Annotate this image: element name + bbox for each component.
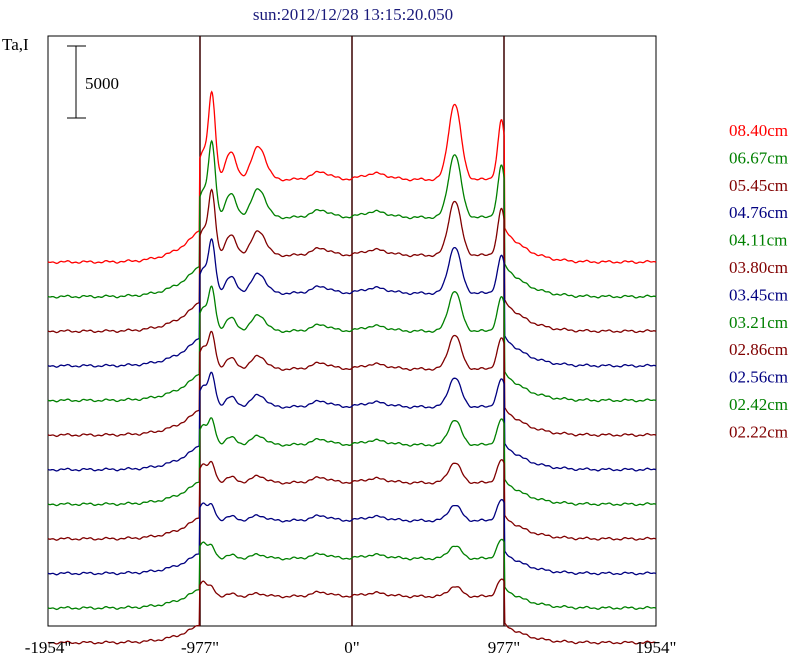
series-line-02.56cm	[47, 498, 657, 576]
series-line-04.11cm	[47, 285, 657, 403]
legend-entry-5: 03.80cm	[729, 258, 788, 277]
series-line-08.40cm	[47, 90, 657, 265]
legend-entry-4: 04.11cm	[729, 231, 787, 250]
legend-entry-10: 02.42cm	[729, 395, 788, 414]
legend-entry-6: 03.45cm	[729, 285, 788, 304]
series-line-05.45cm	[47, 188, 657, 334]
x-tick-label-0: -1954"	[25, 638, 72, 657]
legend-entry-2: 05.45cm	[729, 176, 788, 195]
scale-bar-label: 5000	[85, 74, 119, 93]
legend-entry-3: 04.76cm	[729, 203, 788, 222]
x-tick-label-2: 0"	[344, 638, 359, 657]
legend-entry-8: 02.86cm	[729, 340, 788, 359]
series-line-03.45cm	[47, 371, 657, 472]
series-line-02.42cm	[47, 538, 657, 611]
series-line-02.22cm	[47, 578, 657, 645]
y-axis-label: Ta,I	[2, 35, 29, 54]
series-line-06.67cm	[47, 139, 657, 299]
chart-title: sun:2012/12/28 13:15:20.050	[253, 5, 453, 24]
scale-bar: 5000	[67, 45, 119, 119]
series-line-03.80cm	[47, 330, 657, 438]
legend-entry-9: 02.56cm	[729, 368, 788, 387]
x-tick-label-4: 1954"	[636, 638, 677, 657]
x-tick-label-3: 977"	[488, 638, 520, 657]
series-line-04.76cm	[47, 238, 657, 368]
series-line-03.21cm	[47, 417, 657, 507]
x-tick-label-1: -977"	[181, 638, 219, 657]
series-line-02.86cm	[47, 459, 657, 541]
legend-entry-7: 03.21cm	[729, 313, 788, 332]
legend-entry-1: 06.67cm	[729, 148, 788, 167]
legend-entry-0: 08.40cm	[729, 121, 788, 140]
legend-entry-11: 02.22cm	[729, 422, 788, 441]
